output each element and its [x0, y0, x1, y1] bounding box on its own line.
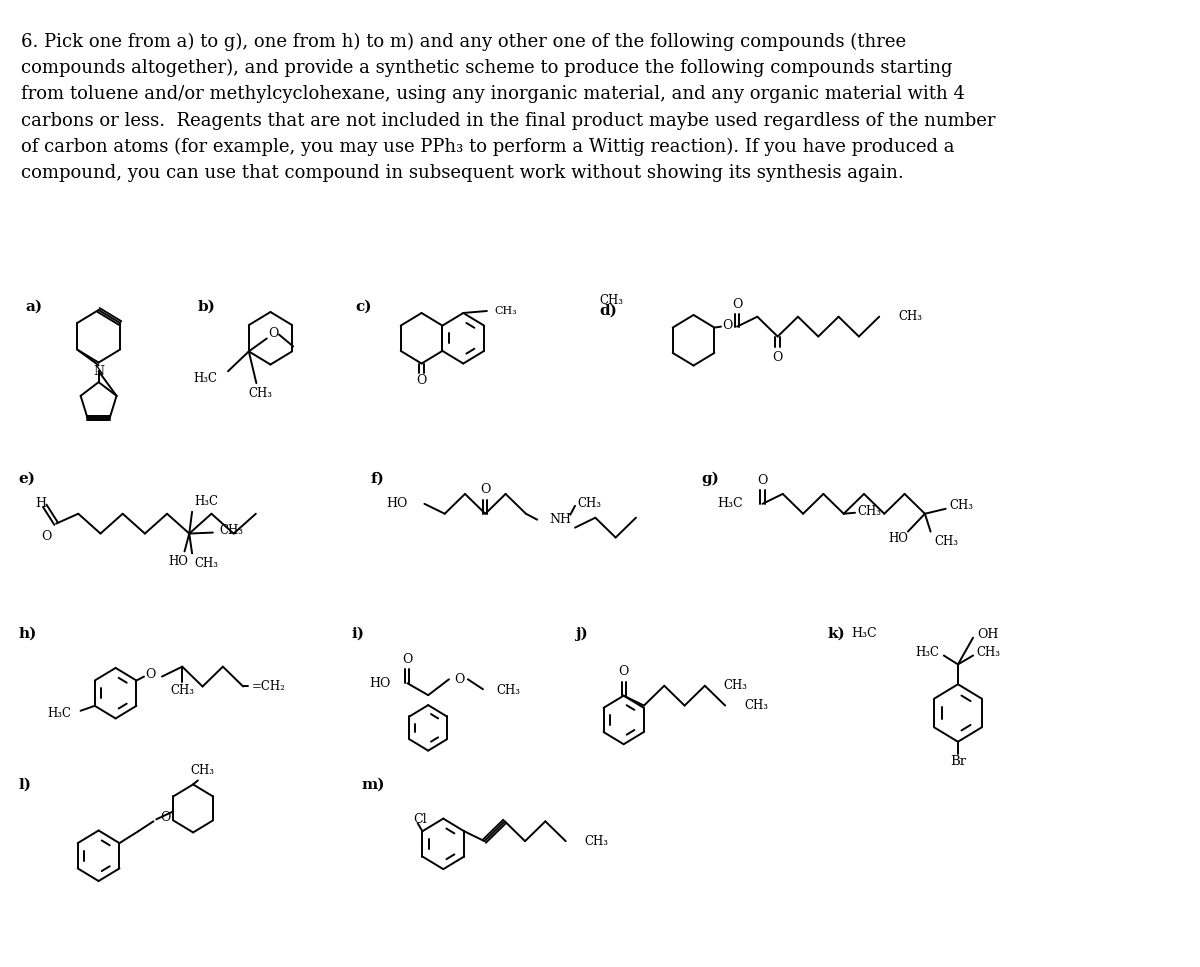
- Text: a): a): [25, 300, 42, 313]
- Text: H₃C: H₃C: [718, 497, 743, 511]
- Text: Br: Br: [950, 755, 966, 768]
- Text: CH₃: CH₃: [248, 387, 272, 399]
- Text: h): h): [18, 627, 37, 641]
- Text: O: O: [454, 673, 464, 686]
- Text: compound, you can use that compound in subsequent work without showing its synth: compound, you can use that compound in s…: [22, 164, 904, 182]
- Text: from toluene and/or methylcyclohexane, using any inorganic material, and any org: from toluene and/or methylcyclohexane, u…: [22, 85, 965, 103]
- Text: N: N: [94, 365, 104, 378]
- Text: H₃C: H₃C: [47, 707, 71, 720]
- Text: HO: HO: [888, 532, 908, 545]
- Text: g): g): [701, 472, 719, 486]
- Text: CH₃: CH₃: [898, 310, 922, 323]
- Text: CH₃: CH₃: [724, 679, 748, 692]
- Text: CH₃: CH₃: [577, 497, 601, 511]
- Text: HO: HO: [386, 497, 408, 511]
- Text: carbons or less.  Reagents that are not included in the final product maybe used: carbons or less. Reagents that are not i…: [22, 112, 996, 130]
- Text: CH₃: CH₃: [220, 524, 244, 537]
- Text: m): m): [361, 777, 385, 791]
- Text: CH₃: CH₃: [857, 505, 881, 518]
- Text: CH₃: CH₃: [194, 557, 218, 570]
- Text: CH₃: CH₃: [191, 764, 215, 777]
- Text: e): e): [18, 472, 35, 486]
- Text: O: O: [402, 653, 413, 666]
- Text: d): d): [599, 304, 617, 317]
- Text: O: O: [480, 484, 491, 496]
- Text: f): f): [371, 472, 384, 486]
- Text: H₃C: H₃C: [916, 646, 940, 659]
- Text: O: O: [268, 327, 278, 340]
- Text: NH: NH: [550, 513, 571, 526]
- Text: c): c): [355, 300, 372, 313]
- Text: CH₃: CH₃: [494, 306, 517, 316]
- Text: j): j): [576, 627, 588, 641]
- Text: CH₃: CH₃: [977, 646, 1001, 659]
- Text: i): i): [352, 627, 365, 641]
- Text: O: O: [161, 811, 170, 824]
- Text: OH: OH: [977, 629, 998, 641]
- Text: O: O: [757, 474, 768, 486]
- Text: CH₃: CH₃: [170, 684, 194, 697]
- Text: O: O: [732, 298, 743, 311]
- Text: of carbon atoms (for example, you may use PPh₃ to perform a Wittig reaction). If: of carbon atoms (for example, you may us…: [22, 138, 955, 157]
- Text: CH₃: CH₃: [599, 294, 623, 308]
- Text: H: H: [35, 497, 47, 511]
- Text: CH₃: CH₃: [935, 535, 959, 548]
- Text: b): b): [198, 300, 216, 313]
- Text: k): k): [828, 627, 845, 641]
- Text: CH₃: CH₃: [496, 684, 520, 696]
- Text: compounds altogether), and provide a synthetic scheme to produce the following c: compounds altogether), and provide a syn…: [22, 59, 953, 77]
- Text: Cl: Cl: [413, 813, 427, 826]
- Text: =CH₂: =CH₂: [252, 680, 286, 693]
- Text: O: O: [145, 668, 156, 681]
- Text: O: O: [773, 351, 782, 364]
- Text: H₃C: H₃C: [851, 628, 877, 640]
- Text: CH₃: CH₃: [744, 699, 768, 712]
- Text: HO: HO: [370, 677, 391, 689]
- Text: H₃C: H₃C: [194, 495, 218, 509]
- Text: O: O: [42, 530, 52, 543]
- Text: CH₃: CH₃: [949, 499, 973, 513]
- Text: H₃C: H₃C: [193, 371, 217, 385]
- Text: O: O: [618, 665, 629, 679]
- Text: CH₃: CH₃: [584, 835, 608, 848]
- Text: O: O: [416, 374, 427, 387]
- Text: O: O: [722, 319, 733, 332]
- Text: l): l): [18, 777, 31, 791]
- Text: 6. Pick one from a) to g), one from h) to m) and any other one of the following : 6. Pick one from a) to g), one from h) t…: [22, 33, 906, 51]
- Text: HO: HO: [168, 555, 188, 568]
